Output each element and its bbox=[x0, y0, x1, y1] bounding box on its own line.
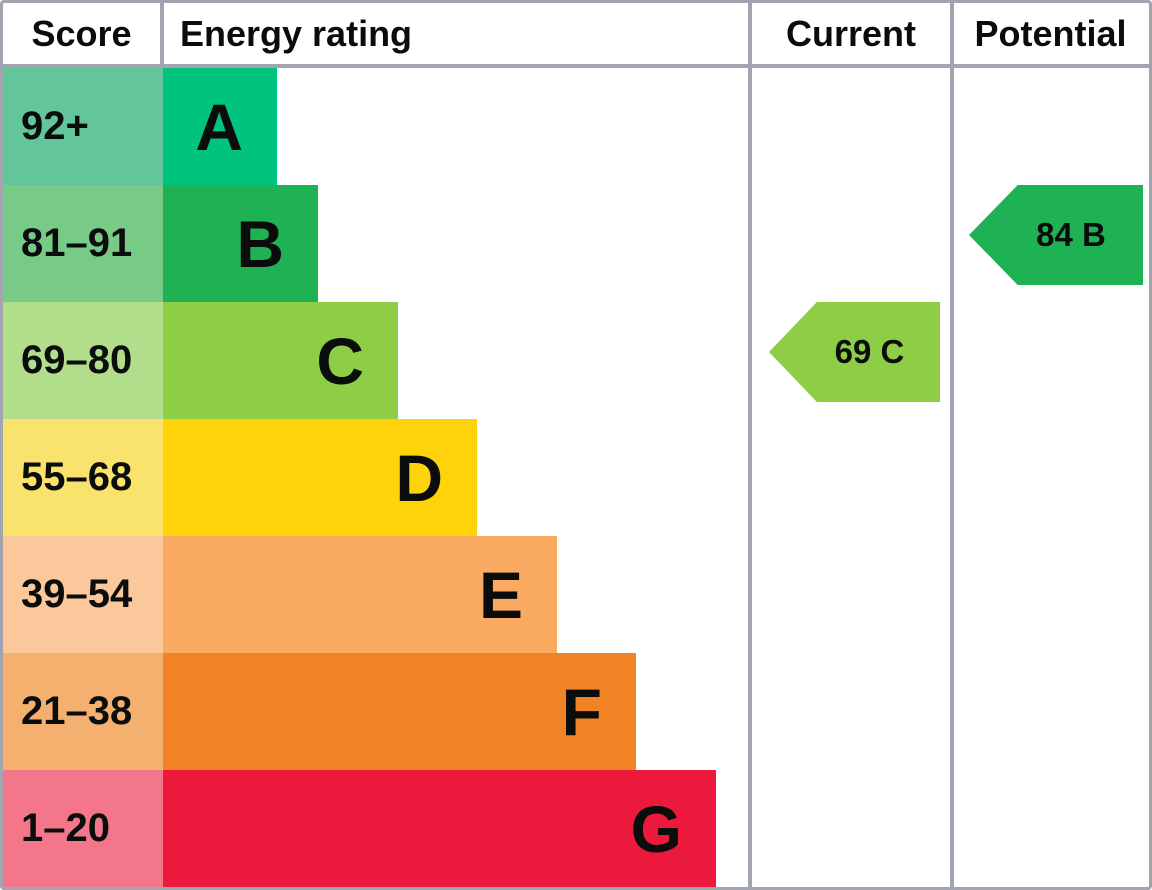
score-range-b: 81–91 bbox=[3, 185, 163, 302]
band-bar-e: E bbox=[163, 536, 557, 653]
potential-column-header: Potential bbox=[974, 12, 1127, 54]
band-bar-a: A bbox=[163, 68, 277, 185]
band-bar-b: B bbox=[163, 185, 318, 302]
score-column-divider-line bbox=[160, 3, 164, 68]
header-divider-line bbox=[3, 64, 1149, 68]
band-bar-d: D bbox=[163, 419, 477, 536]
band-letter-g: G bbox=[630, 791, 682, 866]
band-row-e: 39–54 E bbox=[3, 536, 1149, 653]
score-column-header: Score bbox=[31, 12, 132, 54]
band-row-b: 81–91 B bbox=[3, 185, 1149, 302]
current-column-divider-line bbox=[748, 3, 752, 887]
band-letter-f: F bbox=[561, 674, 602, 749]
band-letter-a: A bbox=[195, 89, 243, 164]
energy-rating-column-header: Energy rating bbox=[180, 12, 413, 54]
current-rating-label: 69 C bbox=[834, 333, 905, 370]
score-range-a: 92+ bbox=[3, 68, 163, 185]
band-bar-g: G bbox=[163, 770, 716, 887]
score-range-e: 39–54 bbox=[3, 536, 163, 653]
band-row-f: 21–38 F bbox=[3, 653, 1149, 770]
potential-column-divider-line bbox=[950, 3, 954, 887]
band-row-g: 1–20 G bbox=[3, 770, 1149, 887]
band-bar-f: F bbox=[163, 653, 636, 770]
band-letter-b: B bbox=[236, 206, 284, 281]
band-row-c: 69–80 C bbox=[3, 302, 1149, 419]
score-range-g: 1–20 bbox=[3, 770, 163, 887]
band-row-d: 55–68 D bbox=[3, 419, 1149, 536]
band-bar-c: C bbox=[163, 302, 398, 419]
rating-bands: 92+ A 81–91 B 69–80 C 55–68 D 39–54 E 21… bbox=[3, 68, 1149, 887]
current-column-header: Current bbox=[785, 12, 916, 54]
band-letter-e: E bbox=[478, 557, 523, 632]
band-letter-d: D bbox=[395, 440, 443, 515]
band-letter-c: C bbox=[316, 323, 364, 398]
potential-rating-label: 84 B bbox=[1036, 216, 1106, 253]
score-range-d: 55–68 bbox=[3, 419, 163, 536]
score-range-c: 69–80 bbox=[3, 302, 163, 419]
score-range-f: 21–38 bbox=[3, 653, 163, 770]
band-row-a: 92+ A bbox=[3, 68, 1149, 185]
